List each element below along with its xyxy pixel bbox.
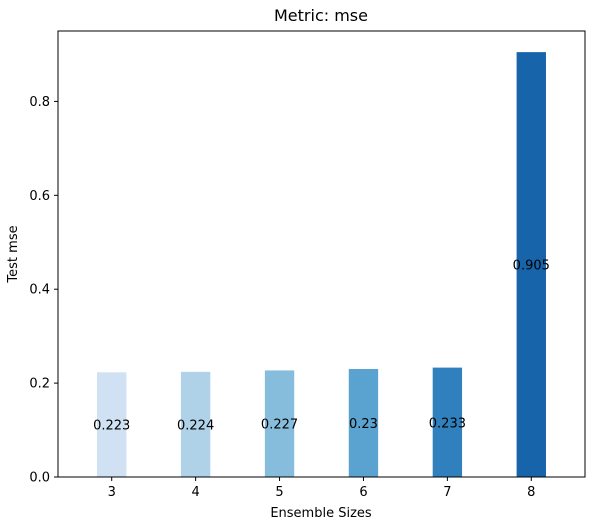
- y-tick-label-0.6: 0.6: [29, 189, 50, 204]
- y-tick-label-0.4: 0.4: [29, 283, 50, 298]
- bar-labels: 0.223 0.224 0.227 0.23 0.233 0.905: [93, 259, 550, 434]
- x-tick-label-7: 7: [443, 485, 451, 500]
- x-tick-label-8: 8: [527, 485, 535, 500]
- plot-frame: [57, 30, 586, 478]
- bars: [97, 52, 546, 477]
- x-axis: 3 4 5 6 7 8: [108, 477, 535, 500]
- x-tick-label-4: 4: [191, 485, 199, 500]
- x-tick-label-5: 5: [275, 485, 283, 500]
- bar-value-label-5: 0.227: [261, 418, 298, 433]
- bar-3: [97, 372, 127, 477]
- bar-value-label-8: 0.905: [513, 259, 550, 274]
- bar-value-label-6: 0.23: [349, 417, 378, 432]
- x-axis-label: Ensemble Sizes: [270, 506, 372, 521]
- chart-title: Metric: mse: [274, 6, 368, 25]
- x-tick-label-3: 3: [108, 485, 116, 500]
- y-axis-label: Test mse: [6, 225, 21, 283]
- y-tick-label-0.8: 0.8: [29, 95, 50, 110]
- x-tick-label-6: 6: [359, 485, 367, 500]
- y-tick-label-0.0: 0.0: [29, 471, 50, 486]
- bar-5: [264, 370, 295, 477]
- bar-value-label-4: 0.224: [177, 418, 214, 433]
- bar-8: [516, 52, 546, 477]
- y-tick-label-0.2: 0.2: [29, 377, 50, 392]
- bar-value-label-3: 0.223: [93, 419, 130, 434]
- bar-7: [432, 367, 463, 477]
- bar-6: [348, 369, 379, 477]
- bar-value-label-7: 0.233: [429, 416, 466, 431]
- bar-4: [180, 371, 211, 477]
- y-axis: 0.0 0.2 0.4 0.6 0.8: [29, 95, 58, 486]
